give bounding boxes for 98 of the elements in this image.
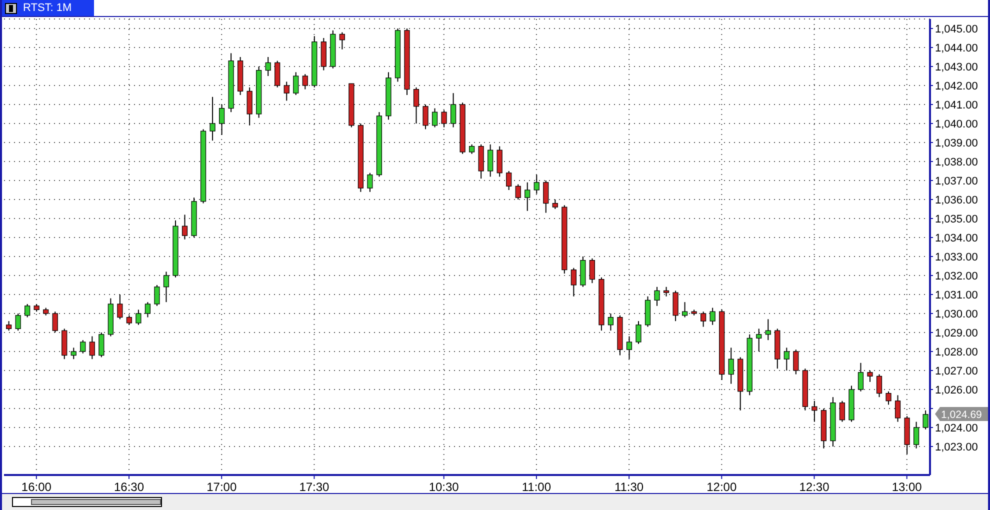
x-tick-label: 17:00 (206, 480, 237, 494)
candlestick (24, 304, 30, 318)
candlestick (441, 110, 447, 128)
candlestick (728, 347, 734, 384)
y-tick-label: 1,029.00 (935, 327, 978, 340)
y-tick-label: 1,035.00 (935, 213, 978, 226)
chart-title: RTST: 1M (23, 2, 72, 14)
y-tick-label: 1,023.00 (935, 441, 978, 454)
candlestick (15, 313, 21, 332)
candlestick (246, 86, 252, 126)
x-tick-label: 17:30 (299, 480, 330, 494)
y-tick-label: 1,040.00 (935, 118, 978, 130)
candlestick (867, 370, 873, 382)
candlestick (515, 184, 521, 200)
candlestick (839, 400, 846, 422)
candlestick (876, 374, 882, 398)
candlestick (570, 267, 576, 297)
candlestick (636, 320, 642, 344)
candlestick (144, 302, 151, 318)
candlestick (284, 81, 290, 102)
candlestick (98, 332, 104, 358)
candlestick (654, 286, 660, 306)
x-tick-label: 13:00 (892, 480, 922, 494)
candlestick (70, 347, 76, 360)
candlestick (469, 144, 475, 154)
candlestick (126, 314, 132, 326)
candlestick (432, 108, 438, 128)
candlestick (672, 290, 678, 322)
candlestick (894, 394, 901, 422)
x-tick-label: 12:30 (799, 480, 830, 494)
y-tick-label: 1,038.00 (935, 156, 978, 168)
text: 1,024.69 (941, 409, 982, 422)
candlestick (793, 349, 799, 375)
candlestick (506, 170, 512, 190)
candlestick (413, 86, 420, 124)
candlestick (450, 92, 456, 128)
y-tick-label: 1,042.00 (935, 80, 978, 92)
candlestick (163, 271, 170, 303)
y-tick-label: 1,028.00 (935, 346, 978, 358)
y-tick-label: 1,043.00 (935, 61, 978, 74)
candlestick (302, 74, 308, 90)
candlestick (534, 174, 540, 194)
y-tick-label: 1,036.00 (935, 194, 978, 206)
candlestick (210, 96, 216, 142)
candlestick (265, 56, 271, 76)
candlestick (608, 313, 614, 332)
candlestick (488, 144, 494, 178)
y-tick-label: 1,039.00 (935, 137, 978, 150)
candlestick (812, 400, 818, 422)
candlestick (274, 60, 280, 88)
candlestick (765, 318, 771, 341)
candlestick (663, 286, 670, 297)
candlestick (886, 390, 892, 406)
candlestick (117, 294, 123, 320)
candlestick (293, 72, 299, 96)
x-tick-label: 11:30 (614, 480, 644, 494)
y-tick-label: 1,026.00 (935, 384, 978, 396)
y-tick-label: 1,024.00 (935, 422, 978, 434)
candlestick (784, 347, 790, 371)
candlestick (6, 320, 12, 332)
candlestick (154, 284, 160, 306)
candlestick (710, 307, 716, 326)
y-tick-label: 1,030.00 (935, 308, 978, 320)
candlestick (682, 302, 688, 318)
y-tick-label: 1,044.00 (935, 42, 978, 54)
x-tick-label: 12:00 (706, 480, 737, 494)
candlestick (136, 309, 142, 326)
candlestick (700, 311, 706, 328)
y-tick-label: 1,032.00 (935, 270, 978, 282)
x-tick-label: 16:30 (114, 480, 144, 494)
candlestick (922, 410, 928, 430)
x-tick-label: 11:00 (522, 480, 552, 494)
y-tick-label: 1,031.00 (935, 289, 978, 302)
candlestick (626, 336, 632, 360)
x-tick-label: 10:30 (428, 480, 460, 494)
candlestick (80, 340, 86, 354)
candlestick (367, 172, 373, 192)
candlestick (858, 362, 864, 392)
candlestick (524, 182, 530, 212)
candlestick (756, 328, 762, 352)
candlestick (182, 214, 188, 240)
x-tick-label: 16:00 (21, 480, 52, 494)
y-tick-label: 1,027.00 (935, 365, 978, 378)
candlestick (496, 146, 502, 178)
y-tick-label: 1,041.00 (935, 99, 978, 112)
candlestick (913, 421, 920, 449)
candlestick (339, 32, 345, 50)
y-tick-label: 1,033.00 (935, 251, 978, 264)
candlestick (543, 180, 549, 214)
candlestick (52, 311, 58, 333)
candlestick (218, 104, 225, 136)
candlestick (422, 104, 428, 130)
candlestick (89, 336, 95, 360)
candlestick (589, 258, 595, 284)
y-tick-label: 1,045.00 (935, 23, 978, 36)
candlestick (552, 199, 558, 210)
y-tick-label: 1,037.00 (935, 175, 978, 188)
y-tick-label: 1,034.00 (935, 232, 978, 244)
